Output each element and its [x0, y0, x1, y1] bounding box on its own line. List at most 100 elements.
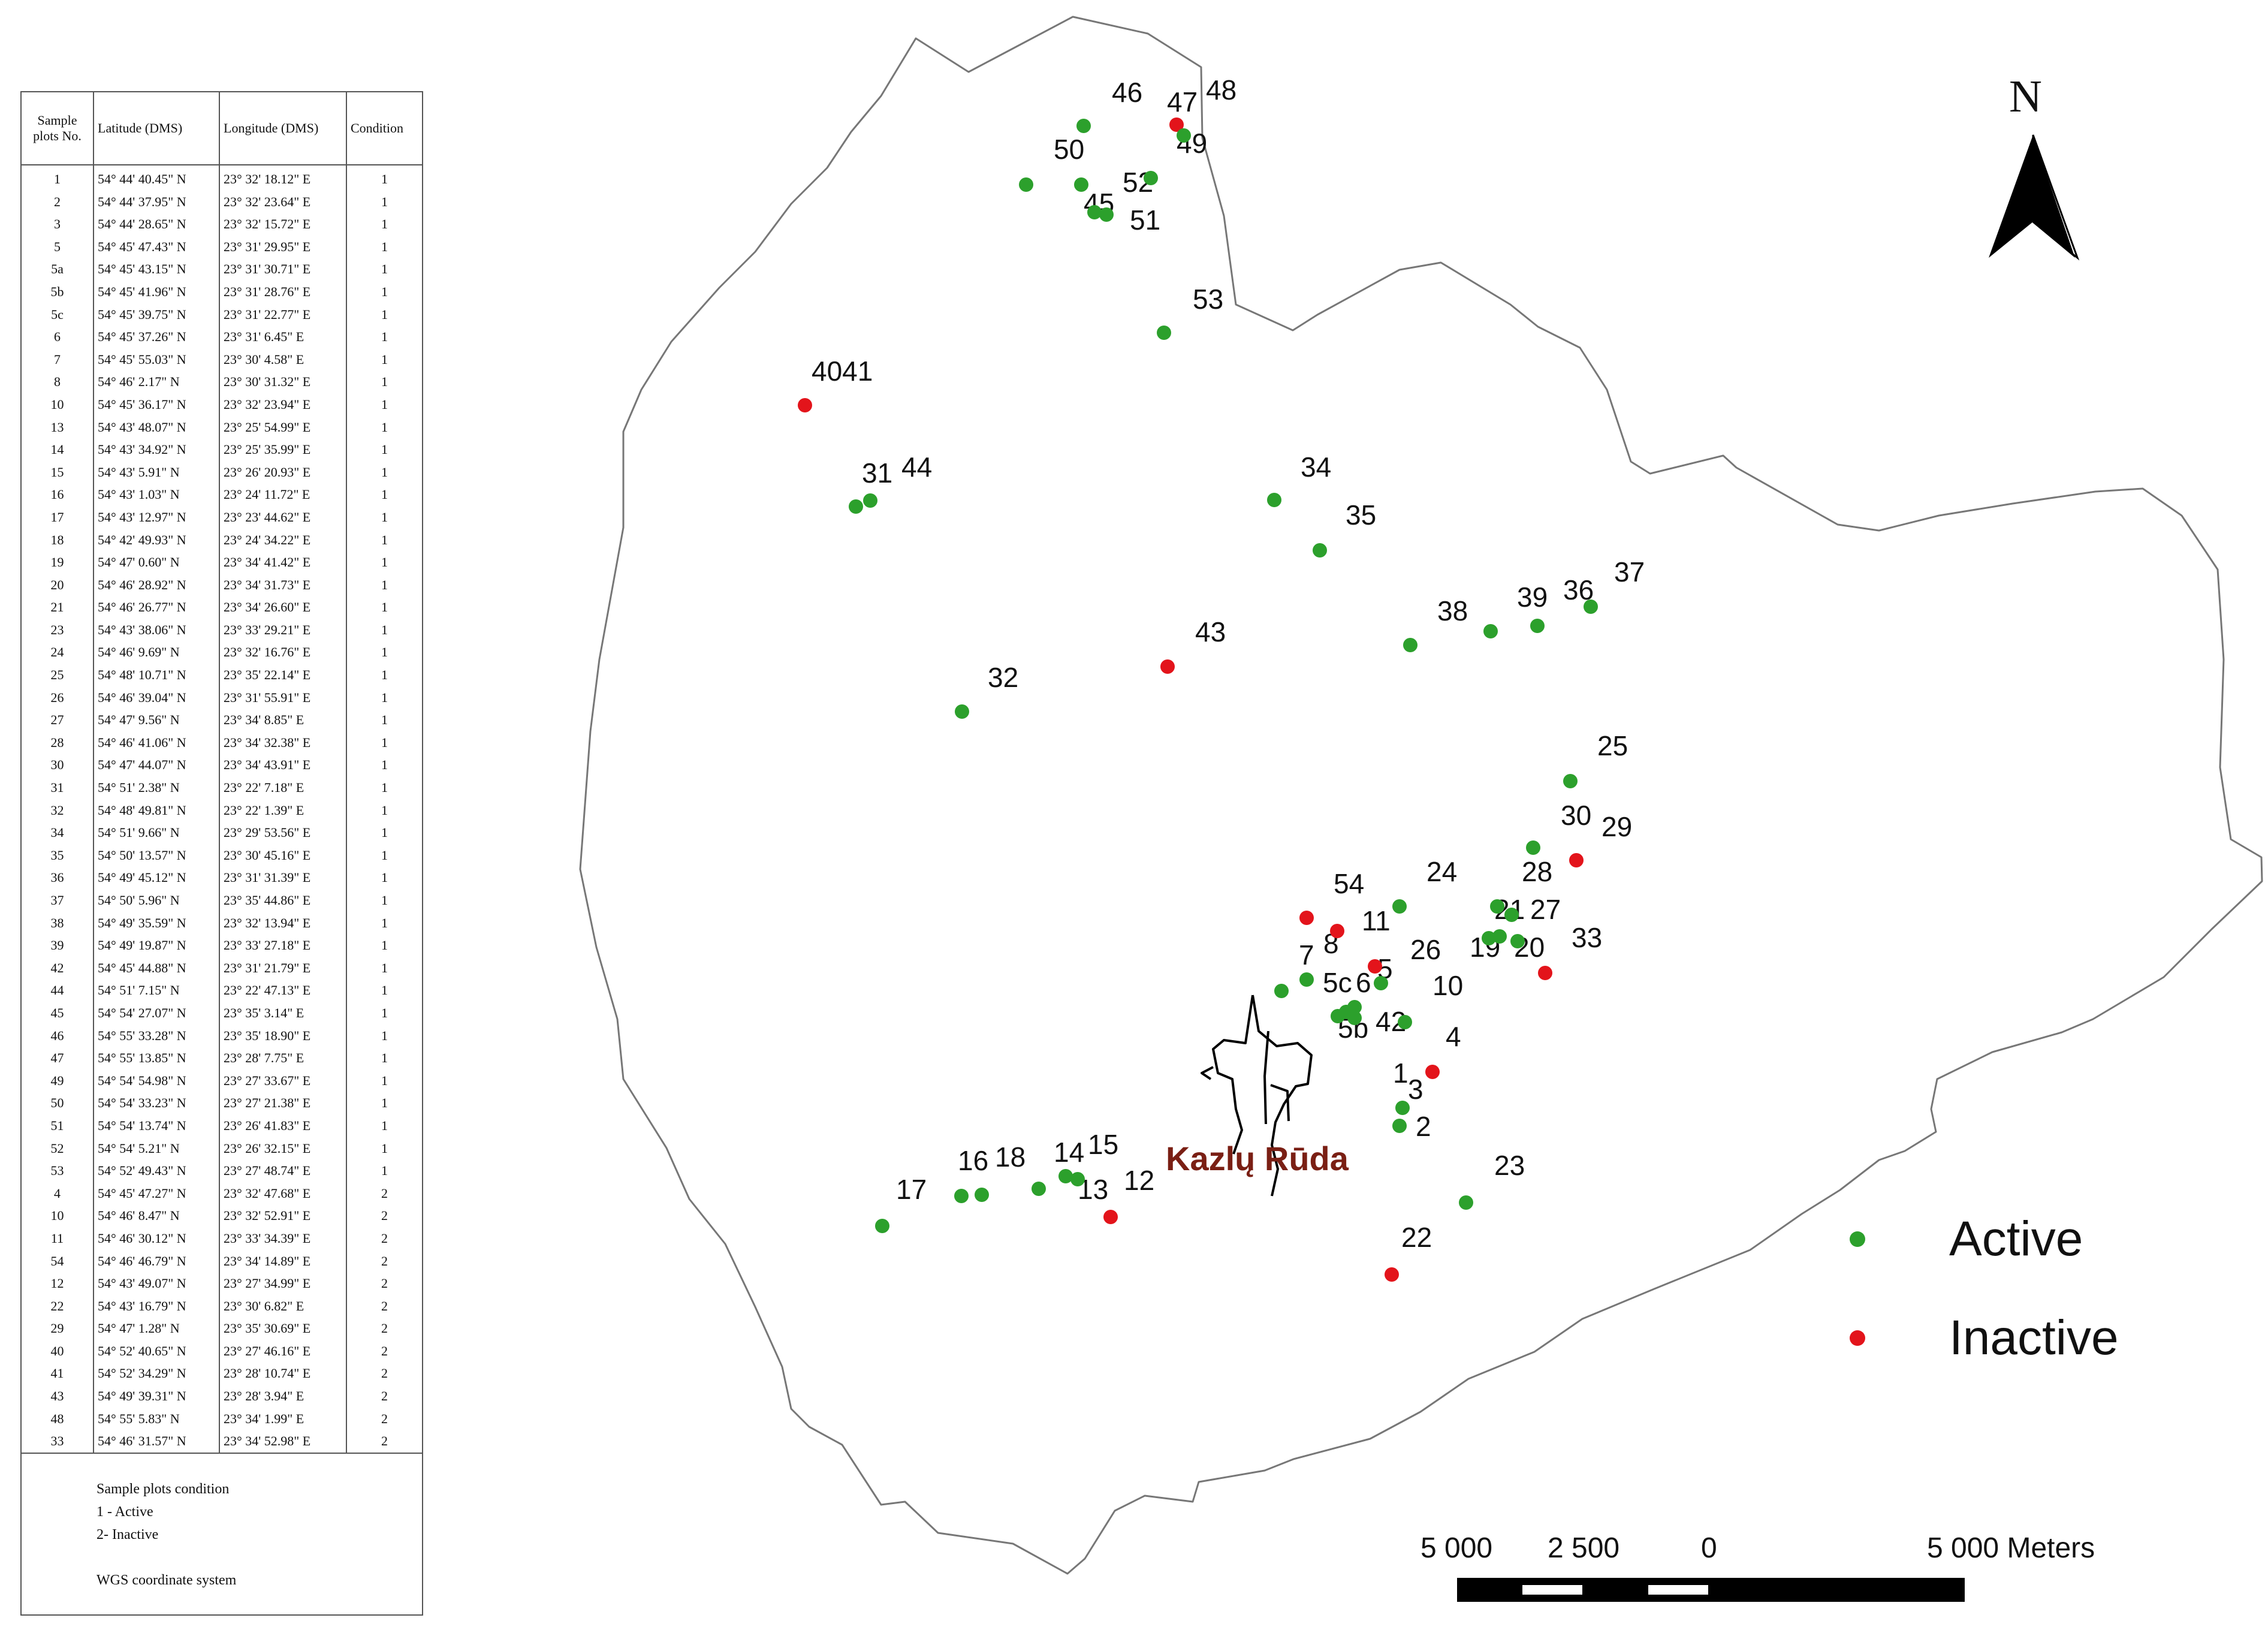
cell-longitude: 23° 23' 44.62" E — [219, 505, 347, 529]
plot-label: 6 — [1356, 967, 1371, 998]
plot-label: 38 — [1437, 595, 1468, 626]
plot-label: 5c — [1323, 967, 1352, 998]
cell-longitude: 23° 27' 46.16" E — [219, 1339, 347, 1363]
active-plot-marker — [1392, 899, 1407, 914]
cell-longitude: 23° 31' 21.79" E — [219, 956, 347, 980]
table-row: 5a 54° 45' 43.15" N 23° 31' 30.71" E 1 — [22, 258, 422, 281]
cell-longitude: 23° 34' 14.89" E — [219, 1249, 347, 1273]
inactive-plot-marker — [1425, 1065, 1440, 1079]
cell-plot-no: 53 — [22, 1159, 94, 1182]
cell-plot-no: 21 — [22, 596, 94, 619]
plot-label: 24 — [1426, 856, 1457, 887]
cell-latitude: 54° 45' 43.15" N — [94, 258, 220, 281]
cell-condition: 2 — [381, 1388, 388, 1404]
cell-latitude: 54° 46' 41.06" N — [94, 731, 220, 754]
cell-plot-no: 17 — [22, 505, 94, 529]
cell-longitude: 23° 24' 11.72" E — [219, 483, 347, 506]
cell-condition: 1 — [381, 689, 388, 705]
cell-latitude: 54° 52' 49.43" N — [94, 1159, 220, 1182]
cell-condition: 1 — [381, 329, 388, 345]
legend: Active Inactive — [1834, 1211, 2146, 1367]
cell-longitude: 23° 28' 10.74" E — [219, 1362, 347, 1385]
cell-plot-no: 33 — [22, 1430, 94, 1453]
cell-longitude: 23° 34' 52.98" E — [219, 1430, 347, 1453]
table-row: 10 54° 46' 8.47" N 23° 32' 52.91" E 2 — [22, 1204, 422, 1227]
sample-plots-table-panel: Sample plots No. Latitude (DMS) Longitud… — [20, 91, 423, 1616]
cell-latitude: 54° 44' 28.65" N — [94, 213, 220, 236]
cell-latitude: 54° 44' 37.95" N — [94, 190, 220, 213]
cell-plot-no: 5a — [22, 258, 94, 281]
cell-longitude: 23° 35' 22.14" E — [219, 664, 347, 686]
active-plot-marker — [1058, 1169, 1073, 1183]
cell-condition: 2 — [381, 1253, 388, 1269]
table-row: 54 54° 46' 46.79" N 23° 34' 14.89" E 2 — [22, 1249, 422, 1273]
cell-longitude: 23° 30' 4.58" E — [219, 348, 347, 371]
plot-label: 51 — [1130, 204, 1160, 236]
table-row: 35 54° 50' 13.57" N 23° 30' 45.16" E 1 — [22, 843, 422, 867]
plot-label: 47 — [1167, 86, 1198, 117]
cell-plot-no: 2 — [22, 190, 94, 213]
plot-label: 35 — [1346, 499, 1376, 531]
cell-condition: 1 — [381, 1072, 388, 1088]
table-row: 19 54° 47' 0.60" N 23° 34' 41.42" E 1 — [22, 551, 422, 574]
cell-latitude: 54° 45' 55.03" N — [94, 348, 220, 371]
cell-longitude: 23° 27' 21.38" E — [219, 1092, 347, 1114]
cell-latitude: 54° 46' 31.57" N — [94, 1430, 220, 1453]
cell-longitude: 23° 31' 30.71" E — [219, 258, 347, 281]
legend-inactive-marker — [1850, 1330, 1865, 1346]
table-row: 21 54° 46' 26.77" N 23° 34' 26.60" E 1 — [22, 596, 422, 619]
plot-label: 15 — [1088, 1129, 1118, 1160]
cell-condition: 1 — [381, 960, 388, 975]
header-plot-no: Sample plots No. — [22, 92, 94, 165]
cell-plot-no: 28 — [22, 731, 94, 754]
table-row: 30 54° 47' 44.07" N 23° 34' 43.91" E 1 — [22, 754, 422, 777]
town-label: Kazlų Rūda — [1166, 1140, 1349, 1177]
cell-latitude: 54° 47' 44.07" N — [94, 754, 220, 777]
table-row: 5 54° 45' 47.43" N 23° 31' 29.95" E 1 — [22, 235, 422, 258]
notes-active: 1 - Active — [96, 1504, 153, 1520]
table-header-row: Sample plots No. Latitude (DMS) Longitud… — [22, 92, 422, 165]
cell-condition: 1 — [381, 667, 388, 683]
cell-longitude: 23° 28' 7.75" E — [219, 1047, 347, 1069]
cell-plot-no: 14 — [22, 438, 94, 461]
cell-plot-no: 24 — [22, 641, 94, 664]
cell-latitude: 54° 55' 5.83" N — [94, 1407, 220, 1430]
table-row: 36 54° 49' 45.12" N 23° 31' 31.39" E 1 — [22, 866, 422, 889]
plot-label: 23 — [1494, 1150, 1525, 1181]
inactive-plot-marker — [1160, 659, 1175, 674]
cell-plot-no: 10 — [22, 393, 94, 416]
table-row: 4 54° 45' 47.27" N 23° 32' 47.68" E 2 — [22, 1182, 422, 1205]
cell-plot-no: 48 — [22, 1407, 94, 1430]
cell-longitude: 23° 32' 15.72" E — [219, 213, 347, 236]
plot-label: 25 — [1597, 730, 1628, 761]
inactive-plot-marker — [1103, 1210, 1118, 1224]
cell-longitude: 23° 27' 48.74" E — [219, 1159, 347, 1182]
cell-condition: 1 — [381, 825, 388, 840]
table-row: 41 54° 52' 34.29" N 23° 28' 10.74" E 2 — [22, 1362, 422, 1385]
active-plot-marker — [955, 704, 969, 719]
active-plot-marker — [1403, 638, 1418, 652]
table-row: 45 54° 54' 27.07" N 23° 35' 3.14" E 1 — [22, 1001, 422, 1025]
table-row: 27 54° 47' 9.56" N 23° 34' 8.85" E 1 — [22, 709, 422, 731]
cell-plot-no: 36 — [22, 866, 94, 889]
cell-latitude: 54° 45' 44.88" N — [94, 956, 220, 980]
cell-latitude: 54° 52' 40.65" N — [94, 1339, 220, 1363]
cell-longitude: 23° 22' 1.39" E — [219, 799, 347, 822]
legend-item-inactive: Inactive — [1834, 1310, 2119, 1366]
cell-condition: 1 — [381, 847, 388, 863]
cell-condition: 1 — [381, 509, 388, 525]
plot-label: 33 — [1572, 922, 1602, 953]
active-plot-marker — [875, 1219, 889, 1233]
plot-label: 31 — [862, 457, 892, 489]
active-plot-marker — [1313, 543, 1327, 558]
cell-latitude: 54° 47' 1.28" N — [94, 1317, 220, 1340]
inactive-plot-marker — [1538, 966, 1552, 980]
table-row: 34 54° 51' 9.66" N 23° 29' 53.56" E 1 — [22, 821, 422, 844]
table-row: 51 54° 54' 13.74" N 23° 26' 41.83" E 1 — [22, 1114, 422, 1137]
cell-latitude: 54° 54' 13.74" N — [94, 1114, 220, 1137]
cell-condition: 1 — [381, 802, 388, 818]
table-row: 39 54° 49' 19.87" N 23° 33' 27.18" E 1 — [22, 934, 422, 957]
cell-condition: 1 — [381, 171, 388, 186]
